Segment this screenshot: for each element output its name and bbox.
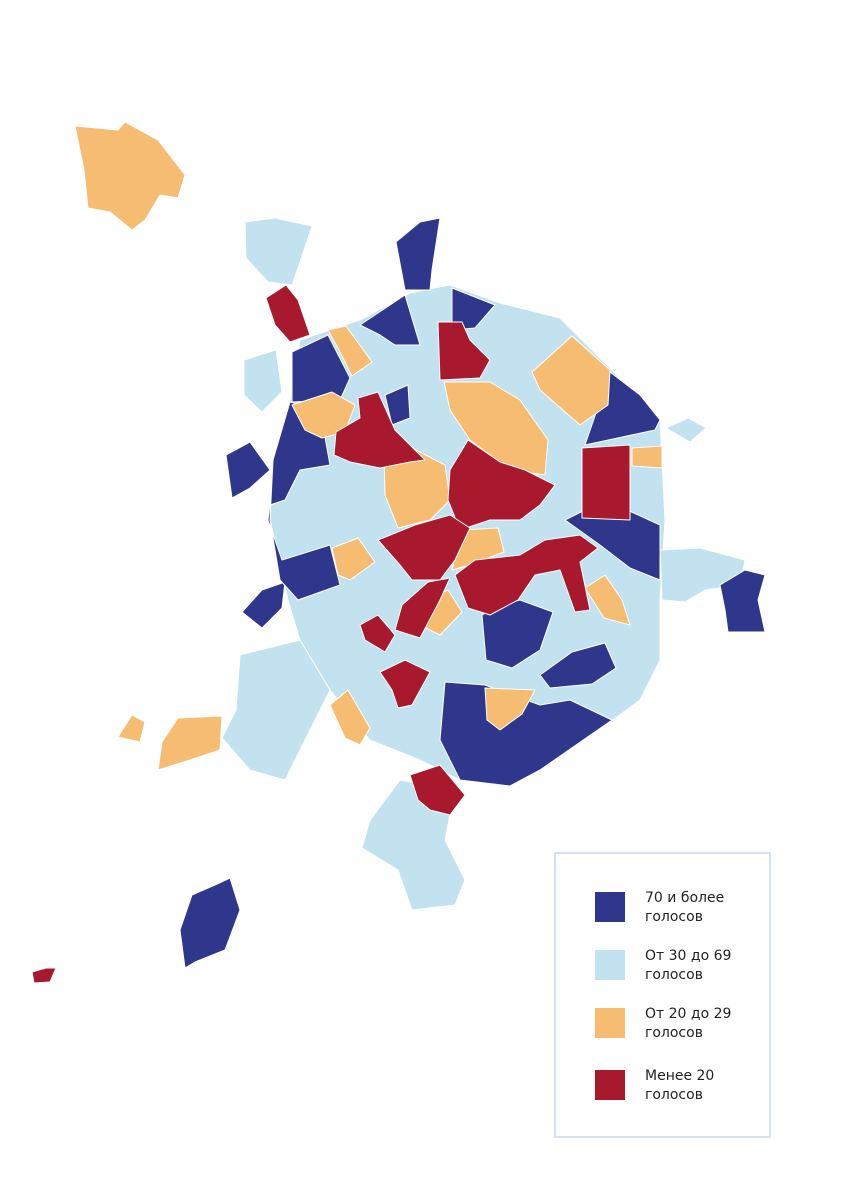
legend-label: голосов (645, 909, 703, 925)
legend-swatch (595, 950, 625, 980)
region (225, 441, 271, 499)
legend-swatch (595, 892, 625, 922)
region (333, 391, 426, 469)
legend-label: голосов (645, 1025, 703, 1041)
region (117, 714, 146, 743)
region (581, 444, 631, 521)
region (157, 715, 223, 771)
region (221, 639, 331, 781)
region (384, 384, 411, 426)
legend-label: голосов (645, 1087, 703, 1103)
region (409, 764, 466, 816)
legend: 70 и более голосов От 30 до 69 голосов От 20… (554, 852, 771, 1138)
region (244, 217, 313, 286)
region (31, 967, 57, 984)
region (451, 287, 496, 331)
legend-swatch (595, 1070, 625, 1100)
region (454, 534, 599, 616)
region (584, 574, 631, 626)
region (331, 537, 376, 581)
region (484, 687, 536, 731)
region (179, 877, 241, 969)
region (243, 349, 283, 413)
moscow-map (31, 121, 766, 984)
region (241, 581, 286, 629)
region (719, 569, 766, 633)
legend-label: От 30 до 69 (645, 948, 731, 964)
region (531, 335, 611, 426)
region (437, 321, 491, 381)
legend-label: Менее 20 (645, 1068, 714, 1084)
region (359, 614, 396, 653)
region (383, 447, 451, 529)
legend-label: 70 и более (645, 890, 724, 906)
region (539, 642, 617, 689)
legend-swatch (595, 1008, 625, 1038)
region (377, 514, 471, 581)
region (631, 445, 663, 469)
region (267, 401, 341, 601)
legend-box (554, 852, 771, 1138)
region (665, 417, 707, 443)
region (394, 577, 451, 639)
region (443, 381, 549, 476)
legend-label: От 20 до 29 (645, 1006, 731, 1022)
region (329, 689, 371, 746)
region (291, 334, 351, 403)
region (327, 325, 373, 377)
region (265, 284, 311, 343)
region (74, 121, 186, 231)
region (379, 659, 431, 709)
region (359, 294, 421, 346)
legend-label: голосов (645, 967, 703, 983)
legend-items: 70 и более голосов От 30 до 69 голосов От 20… (595, 890, 731, 1103)
region (395, 217, 441, 291)
